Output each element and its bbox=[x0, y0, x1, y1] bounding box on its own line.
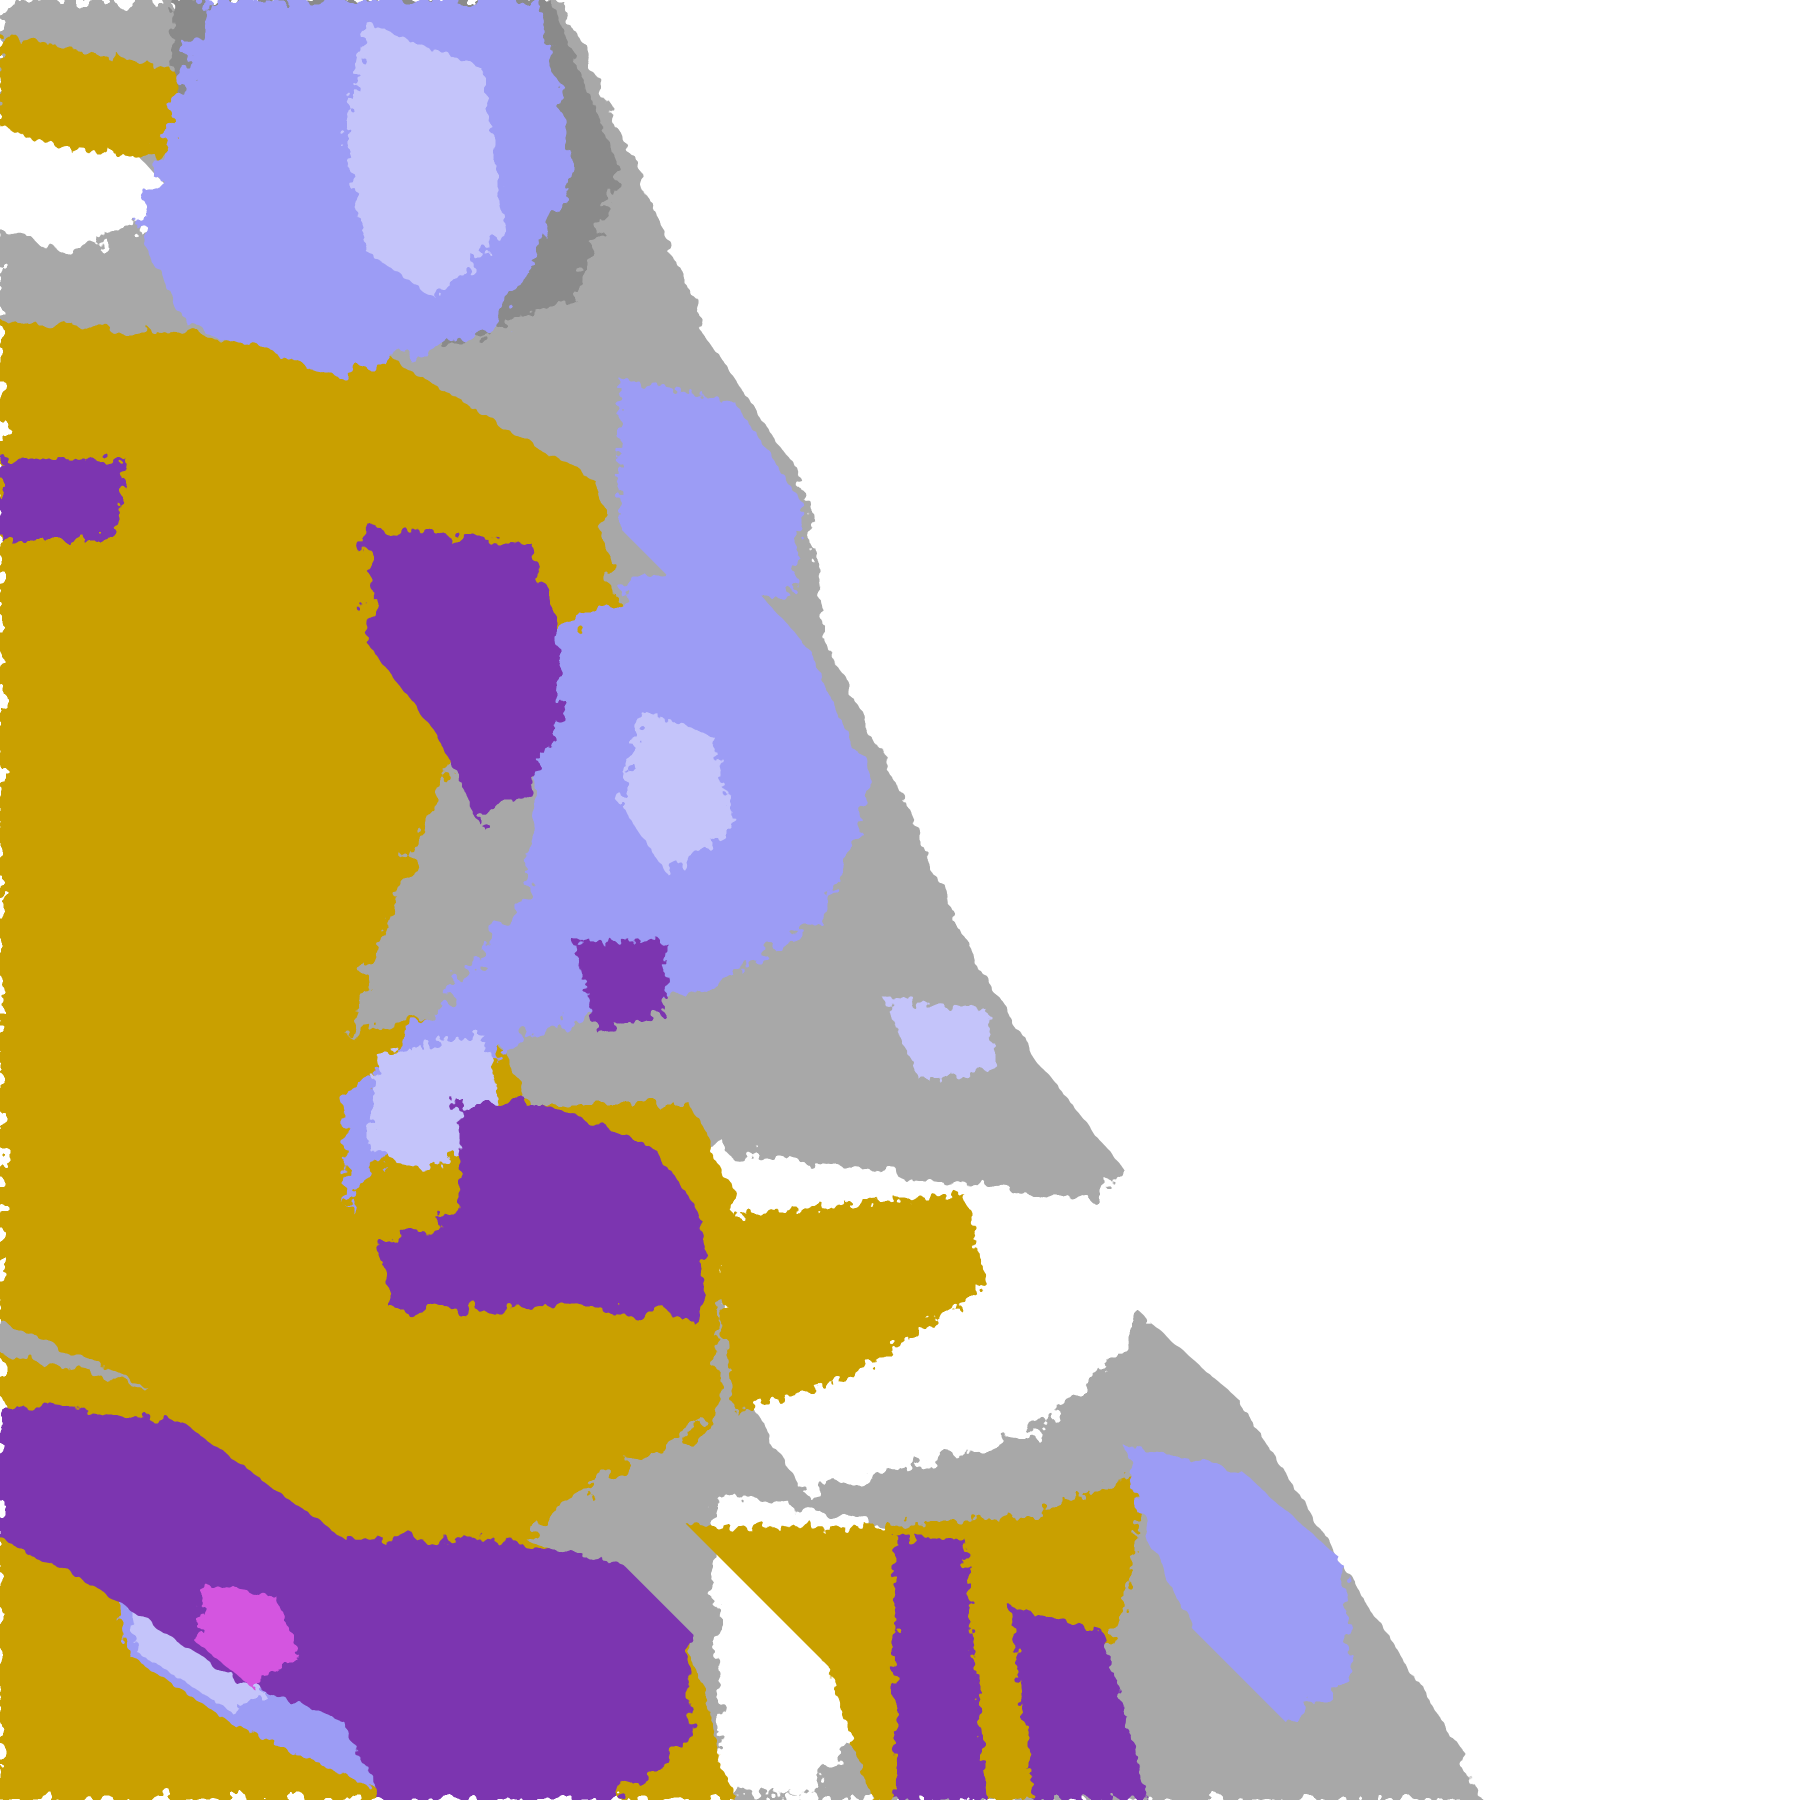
thin-cirrus-region bbox=[883, 998, 999, 1080]
high-cloud-region bbox=[1125, 1446, 1355, 1722]
low-cloud-region bbox=[711, 1193, 988, 1412]
thin-cirrus-region bbox=[344, 22, 506, 299]
mid-cloud-region bbox=[378, 1102, 701, 1321]
mid-cloud-region bbox=[0, 1400, 689, 1800]
mid-cloud-region bbox=[573, 941, 666, 1034]
mid-cloud-region bbox=[367, 528, 563, 827]
mid-cloud-region bbox=[0, 459, 127, 540]
mid-cloud-region bbox=[1010, 1607, 1148, 1800]
low-cloud-region bbox=[0, 34, 207, 161]
mid-cloud-region bbox=[895, 1538, 988, 1800]
thin-cirrus-region bbox=[619, 711, 735, 873]
convective-cloud-region bbox=[195, 1584, 299, 1688]
high-cloud-region bbox=[619, 378, 804, 597]
